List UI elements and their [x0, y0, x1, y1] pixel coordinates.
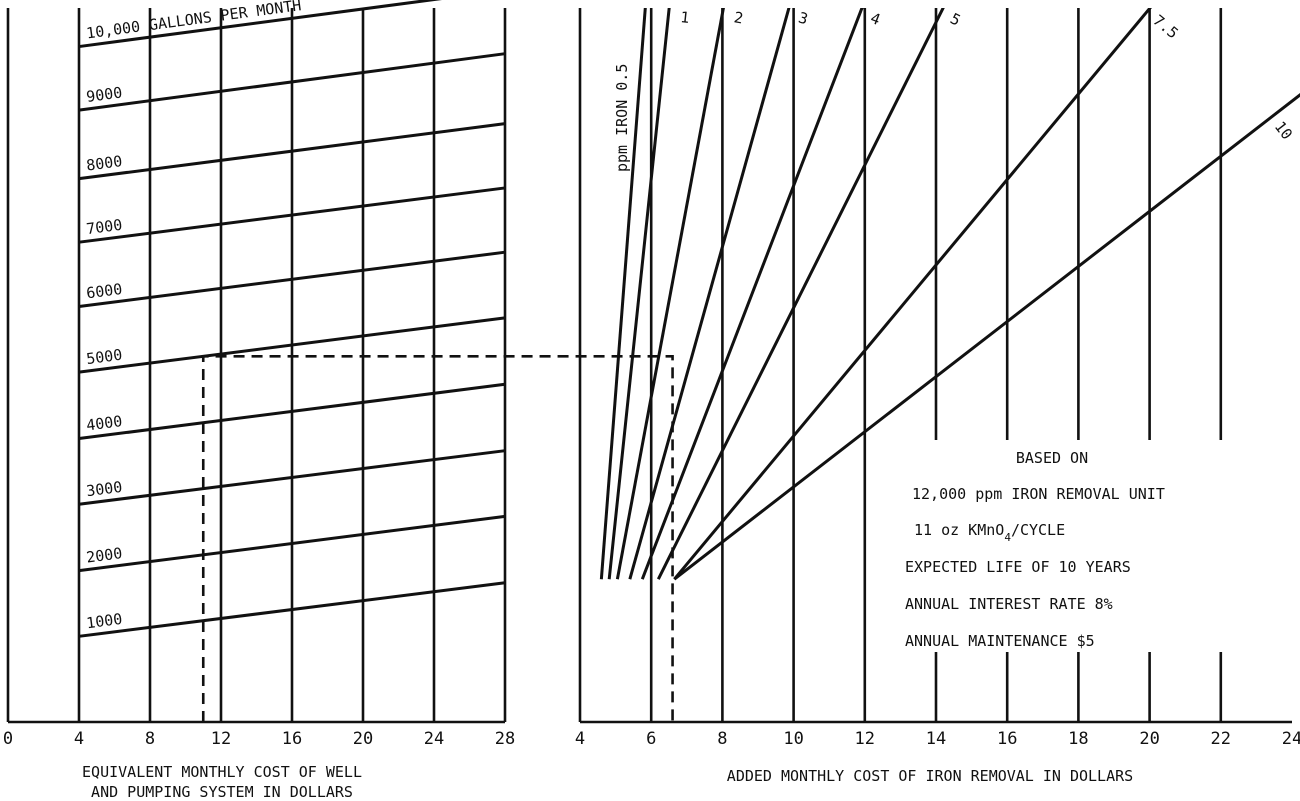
left-x-tick-label-16: 16 [282, 729, 302, 749]
right-series-line-10 [673, 93, 1300, 581]
left-x-tick-label-12: 12 [211, 729, 231, 749]
left-series-label-2: 2000 [85, 544, 123, 566]
right-series-label-5: 4 [868, 9, 883, 29]
right-series-label-1: ppm IRON 0.5 [613, 64, 631, 172]
left-series-line-7000 [78, 186, 506, 244]
example-guide-dashed-line [201, 355, 674, 722]
right-x-tick-label-12: 12 [855, 729, 875, 749]
left-x-tick-label-0: 0 [3, 729, 13, 749]
right-series-line-1 [607, 8, 671, 580]
right-x-tick-label-18: 18 [1068, 729, 1088, 749]
note-heading: BASED ON [1016, 449, 1088, 467]
right-x-tick-label-8: 8 [717, 729, 727, 749]
right-x-tick-label-14: 14 [926, 729, 946, 749]
right-x-tick-label-20: 20 [1139, 729, 1159, 749]
left-series-line-5000 [78, 316, 506, 374]
left-series-line-10-000-gallons-per-month [78, 0, 443, 49]
left-x-tick-label-4: 4 [74, 729, 84, 749]
left-series-label-4: 4000 [85, 412, 123, 434]
right-x-tick-label-4: 4 [575, 729, 585, 749]
left-x-axis-title-line2: AND PUMPING SYSTEM IN DOLLARS [91, 783, 353, 801]
left-series-line-3000 [78, 449, 506, 506]
note-line-4: ANNUAL INTEREST RATE 8% [905, 595, 1113, 613]
left-series-label-1: 1000 [85, 610, 123, 632]
note-line-5: ANNUAL MAINTENANCE $5 [905, 632, 1095, 650]
right-x-axis-title: ADDED MONTHLY COST OF IRON REMOVAL IN DO… [727, 767, 1133, 785]
right-x-tick-label-10: 10 [783, 729, 803, 749]
right-series-line-4 [640, 8, 864, 580]
right-series-label-6: 5 [947, 9, 963, 29]
right-series-label-4: 3 [796, 9, 810, 29]
right-series-label-2: 1 [680, 8, 691, 27]
left-series-label-7: 7000 [85, 216, 123, 238]
right-x-tick-label-24: 24 [1282, 729, 1300, 749]
left-series-label-6: 6000 [85, 280, 123, 302]
left-series-line-4000 [78, 382, 506, 441]
well-cost-chart: 0 4 8 12 16 20 24 28 1000 2000 3000 4000 5000 6000 700… [3, 0, 515, 749]
note-line-3: EXPECTED LIFE OF 10 YEARS [905, 558, 1131, 576]
note-line-1: 12,000 ppm IRON REMOVAL UNIT [912, 485, 1165, 503]
left-series-line-1000 [78, 581, 506, 638]
note-line-2: 11 oz KMnO4/CYCLE [914, 521, 1065, 544]
right-curves-group [599, 8, 1300, 581]
left-x-tick-label-20: 20 [353, 729, 373, 749]
right-series-line-2 [615, 8, 725, 580]
left-x-tick-label-24: 24 [424, 729, 444, 749]
left-series-label-5: 5000 [85, 346, 123, 368]
left-x-tick-label-8: 8 [145, 729, 155, 749]
right-x-tick-label-22: 22 [1211, 729, 1231, 749]
right-series-line-7-5 [673, 8, 1152, 581]
left-series-label-3: 3000 [85, 478, 123, 500]
example-guide-path [201, 355, 674, 722]
left-series-line-9000 [78, 52, 506, 112]
left-series-label-9: 9000 [85, 83, 123, 106]
right-x-tick-label-16: 16 [997, 729, 1017, 749]
left-x-tick-label-28: 28 [495, 729, 515, 749]
left-series-label-8: 8000 [85, 152, 123, 174]
right-series-line-5 [656, 8, 945, 580]
left-series-line-6000 [78, 250, 506, 308]
right-x-tick-label-6: 6 [646, 729, 656, 749]
right-series-label-3: 2 [732, 8, 744, 27]
left-series-line-2000 [78, 514, 506, 573]
assumptions-note: BASED ON 12,000 ppm IRON REMOVAL UNIT 11… [905, 449, 1165, 650]
right-series-label-7: 7.5 [1149, 11, 1181, 42]
left-x-axis-title-line1: EQUIVALENT MONTHLY COST OF WELL [82, 763, 362, 781]
right-series-line-0-5 [599, 8, 647, 580]
right-series-line-3 [628, 8, 791, 580]
right-series-label-8: 10 [1271, 118, 1296, 143]
left-series-line-8000 [78, 122, 506, 181]
